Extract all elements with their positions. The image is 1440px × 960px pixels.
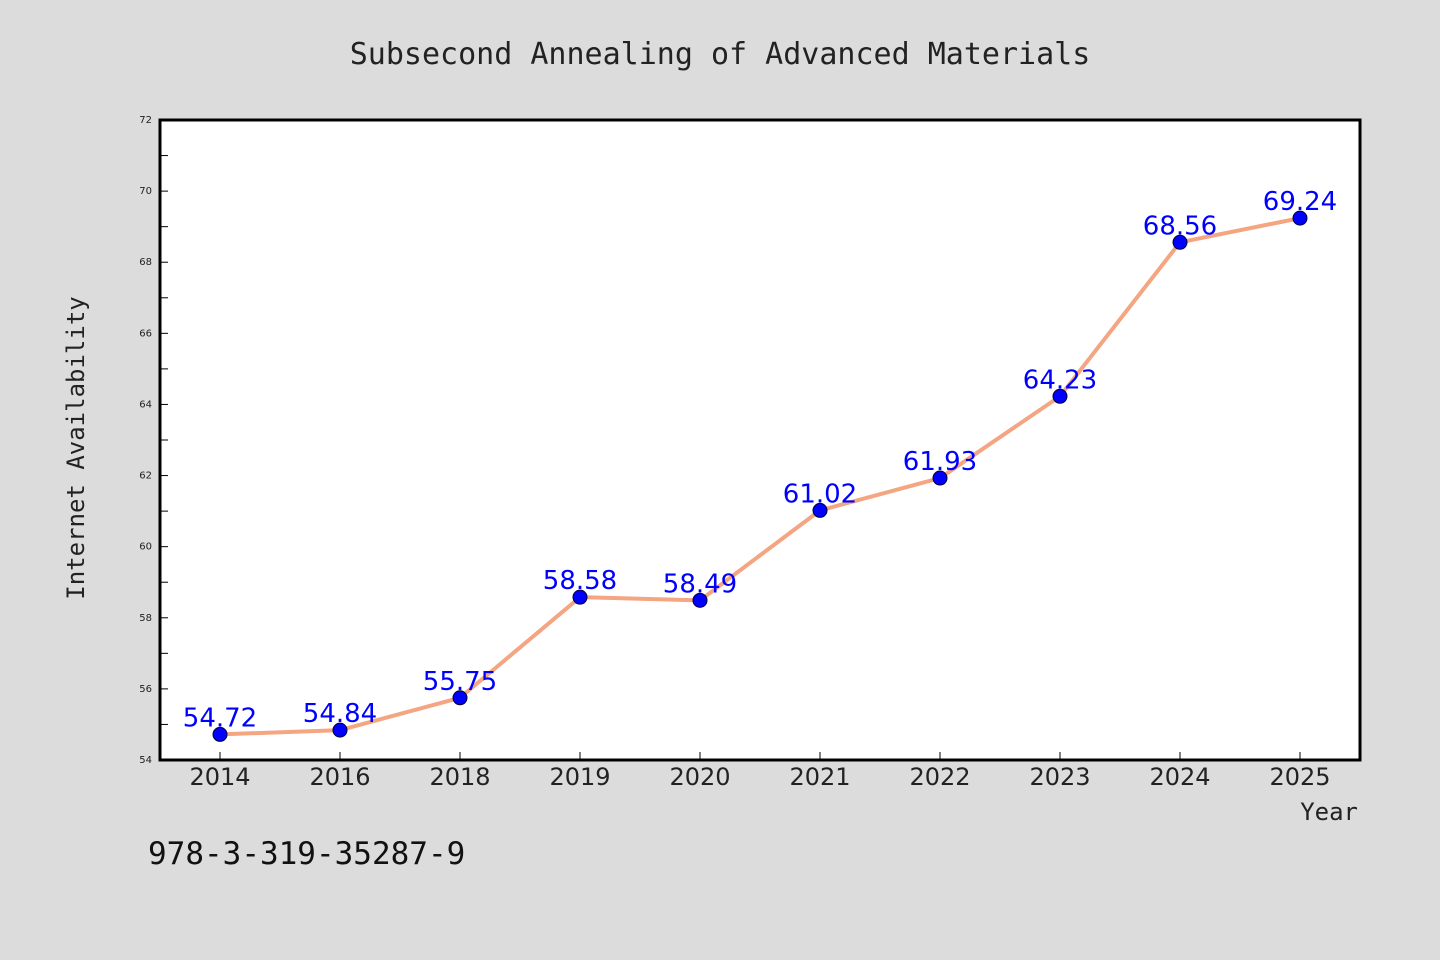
x-tick-label: 2019 bbox=[549, 763, 610, 791]
data-label: 69.24 bbox=[1263, 187, 1337, 217]
data-point bbox=[932, 470, 948, 486]
data-label: 61.93 bbox=[903, 447, 977, 477]
y-axis-label: Internet Availability bbox=[62, 296, 90, 599]
y-tick-label: 72 bbox=[139, 115, 152, 126]
data-label: 61.02 bbox=[783, 479, 857, 509]
data-label: 54.84 bbox=[303, 699, 377, 729]
isbn-text: 978-3-319-35287-9 bbox=[148, 836, 465, 872]
y-tick-label: 66 bbox=[139, 328, 152, 339]
data-label: 54.72 bbox=[183, 703, 257, 733]
data-label: 58.58 bbox=[543, 566, 617, 596]
x-axis-label: Year bbox=[1300, 798, 1358, 826]
y-tick-label: 68 bbox=[139, 257, 152, 268]
plot-area bbox=[158, 118, 1362, 762]
x-tick-label: 2021 bbox=[789, 763, 850, 791]
y-tick-label: 54 bbox=[139, 755, 152, 766]
x-axis: 2014 2016 2018 2019 2020 2021 2022 2023 2024 2025 bbox=[189, 752, 1331, 791]
series-line-group bbox=[212, 210, 1308, 742]
data-labels: 54.72 54.84 55.75 58.58 58.49 61.02 61.93 64.23… bbox=[183, 187, 1337, 733]
y-axis: 54 56 58 60 62 64 66 68 70 72 bbox=[139, 115, 168, 766]
data-point bbox=[1052, 388, 1068, 404]
chart-title: Subsecond Annealing of Advanced Material… bbox=[350, 37, 1091, 72]
x-tick-label: 2023 bbox=[1029, 763, 1090, 791]
data-label: 68.56 bbox=[1143, 211, 1217, 241]
data-point bbox=[452, 690, 468, 706]
data-point bbox=[212, 726, 228, 742]
data-point bbox=[332, 722, 348, 738]
series-line bbox=[218, 216, 1302, 737]
x-tick-label: 2025 bbox=[1269, 763, 1330, 791]
x-tick-label: 2022 bbox=[909, 763, 970, 791]
x-tick-label: 2016 bbox=[309, 763, 370, 791]
y-tick-label: 60 bbox=[139, 542, 152, 553]
data-label: 55.75 bbox=[423, 667, 497, 697]
data-point bbox=[812, 502, 828, 518]
data-label: 58.49 bbox=[663, 569, 737, 599]
x-tick-label: 2014 bbox=[189, 763, 250, 791]
y-tick-label: 64 bbox=[139, 399, 152, 410]
data-point bbox=[1292, 210, 1308, 226]
data-point bbox=[1172, 234, 1188, 250]
y-tick-label: 56 bbox=[139, 684, 152, 695]
data-label: 64.23 bbox=[1023, 365, 1097, 395]
x-tick-label: 2024 bbox=[1149, 763, 1210, 791]
y-tick-label: 62 bbox=[139, 471, 152, 482]
data-point bbox=[692, 592, 708, 608]
y-tick-label: 70 bbox=[139, 186, 152, 197]
data-point bbox=[572, 589, 588, 605]
x-tick-label: 2018 bbox=[429, 763, 490, 791]
x-tick-label: 2020 bbox=[669, 763, 730, 791]
y-tick-label: 58 bbox=[139, 613, 152, 624]
